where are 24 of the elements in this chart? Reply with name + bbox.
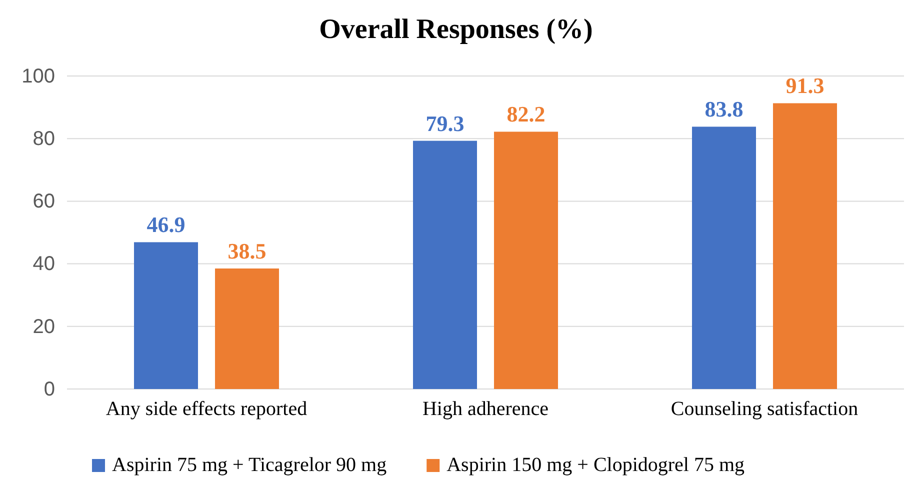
data-label: 38.5 <box>228 238 266 264</box>
data-label: 83.8 <box>704 96 744 122</box>
y-tick-label: 80 <box>32 128 55 150</box>
bar <box>134 242 198 389</box>
legend-label: Aspirin 75 mg + Ticagrelor 90 mg <box>112 454 387 476</box>
x-tick-label: High adherence <box>422 398 549 420</box>
y-tick-label: 0 <box>44 378 55 400</box>
bar <box>413 140 477 389</box>
legend-label: Aspirin 150 mg + Clopidogrel 75 mg <box>446 454 745 476</box>
data-label: 82.2 <box>506 102 546 127</box>
data-label: 91.3 <box>786 73 824 98</box>
y-tick-label: 40 <box>32 253 55 276</box>
chart-title: Overall Responses (%) <box>319 14 593 45</box>
y-tick-label: 20 <box>32 316 55 338</box>
x-tick-label: Any side effects reported <box>106 398 308 420</box>
y-tick-label: 100 <box>22 65 55 88</box>
bar <box>215 268 279 389</box>
y-tick-label: 60 <box>32 190 55 213</box>
bar <box>494 132 558 389</box>
data-label: 46.9 <box>146 212 186 238</box>
x-tick-label: Counseling satisfaction <box>670 398 858 420</box>
data-label: 79.3 <box>426 110 464 136</box>
bar <box>773 103 837 389</box>
bar <box>692 126 756 389</box>
